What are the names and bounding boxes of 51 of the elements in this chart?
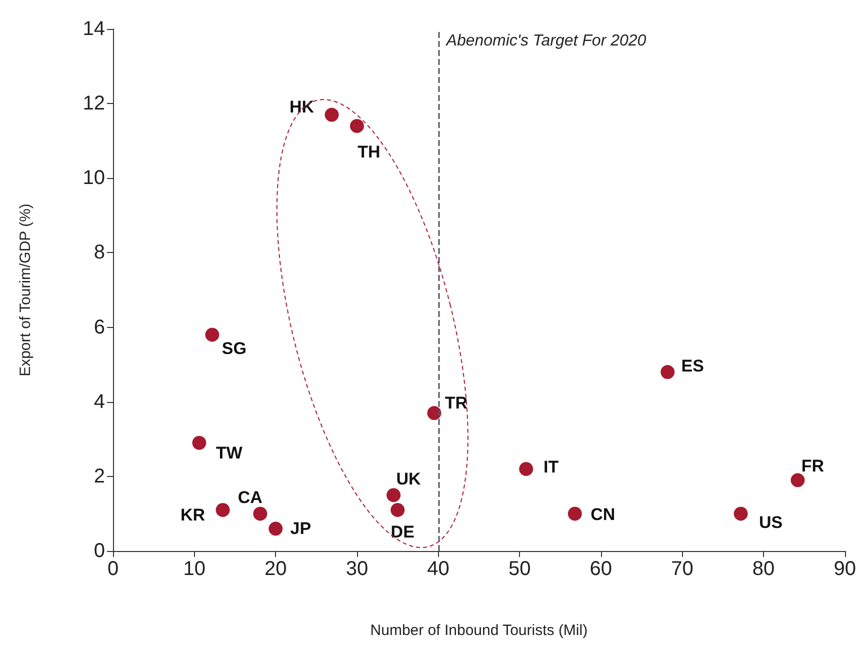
point [205,328,220,342]
point [519,462,534,476]
ref-line-label: Abenomic's Target For 2020 [445,32,646,50]
point [790,473,805,488]
y-tick-label: 0 [94,540,105,562]
point [324,108,339,122]
x-tick-label: 90 [834,558,856,580]
annotation: TW [216,443,244,462]
annotation: HK [289,97,315,116]
y-tick-label: 10 [82,167,105,190]
annotation: UK [396,470,422,489]
annotation: KR [180,505,206,524]
x-tick-label: 80 [752,558,775,580]
point [386,488,401,502]
point [350,118,364,133]
y-tick-label: 2 [94,465,105,488]
y-tick-label: 4 [94,390,105,413]
annotation: FR [801,456,824,476]
point [734,506,748,521]
y-tick-label: 14 [82,18,105,40]
x-tick-label: 20 [264,558,287,580]
point [253,506,268,521]
x-tick-label: 50 [508,558,531,580]
point [568,506,582,521]
annotation: DE [390,522,414,542]
point [660,365,675,380]
x-tick-label: 30 [346,558,368,580]
y-axis-title: Export of Tourim/GDP (%) [17,204,34,376]
annotation: TH [358,142,380,162]
annotation: TR [444,394,468,413]
annotation: CN [590,505,616,524]
annotation: ES [681,356,704,376]
y-tick-label: 8 [94,242,105,264]
point [216,502,230,517]
x-tick-label: 0 [107,558,119,580]
point [192,436,206,450]
annotation: JP [290,519,312,538]
annotation: CA [238,488,262,508]
annotation: SG [222,339,246,358]
x-tick-label: 40 [427,558,450,580]
point [427,406,442,420]
y-tick-label: 12 [82,92,105,115]
y-tick-label: 6 [94,316,105,338]
point [390,502,405,517]
x-tick-label: 60 [590,558,612,580]
x-axis-title: Number of Inbound Tourists (Mil) [370,622,588,639]
annotation: IT [544,457,560,476]
x-tick-label: 70 [671,558,694,580]
annotation: US [758,513,783,532]
point [268,522,283,536]
x-tick-label: 10 [183,558,206,580]
